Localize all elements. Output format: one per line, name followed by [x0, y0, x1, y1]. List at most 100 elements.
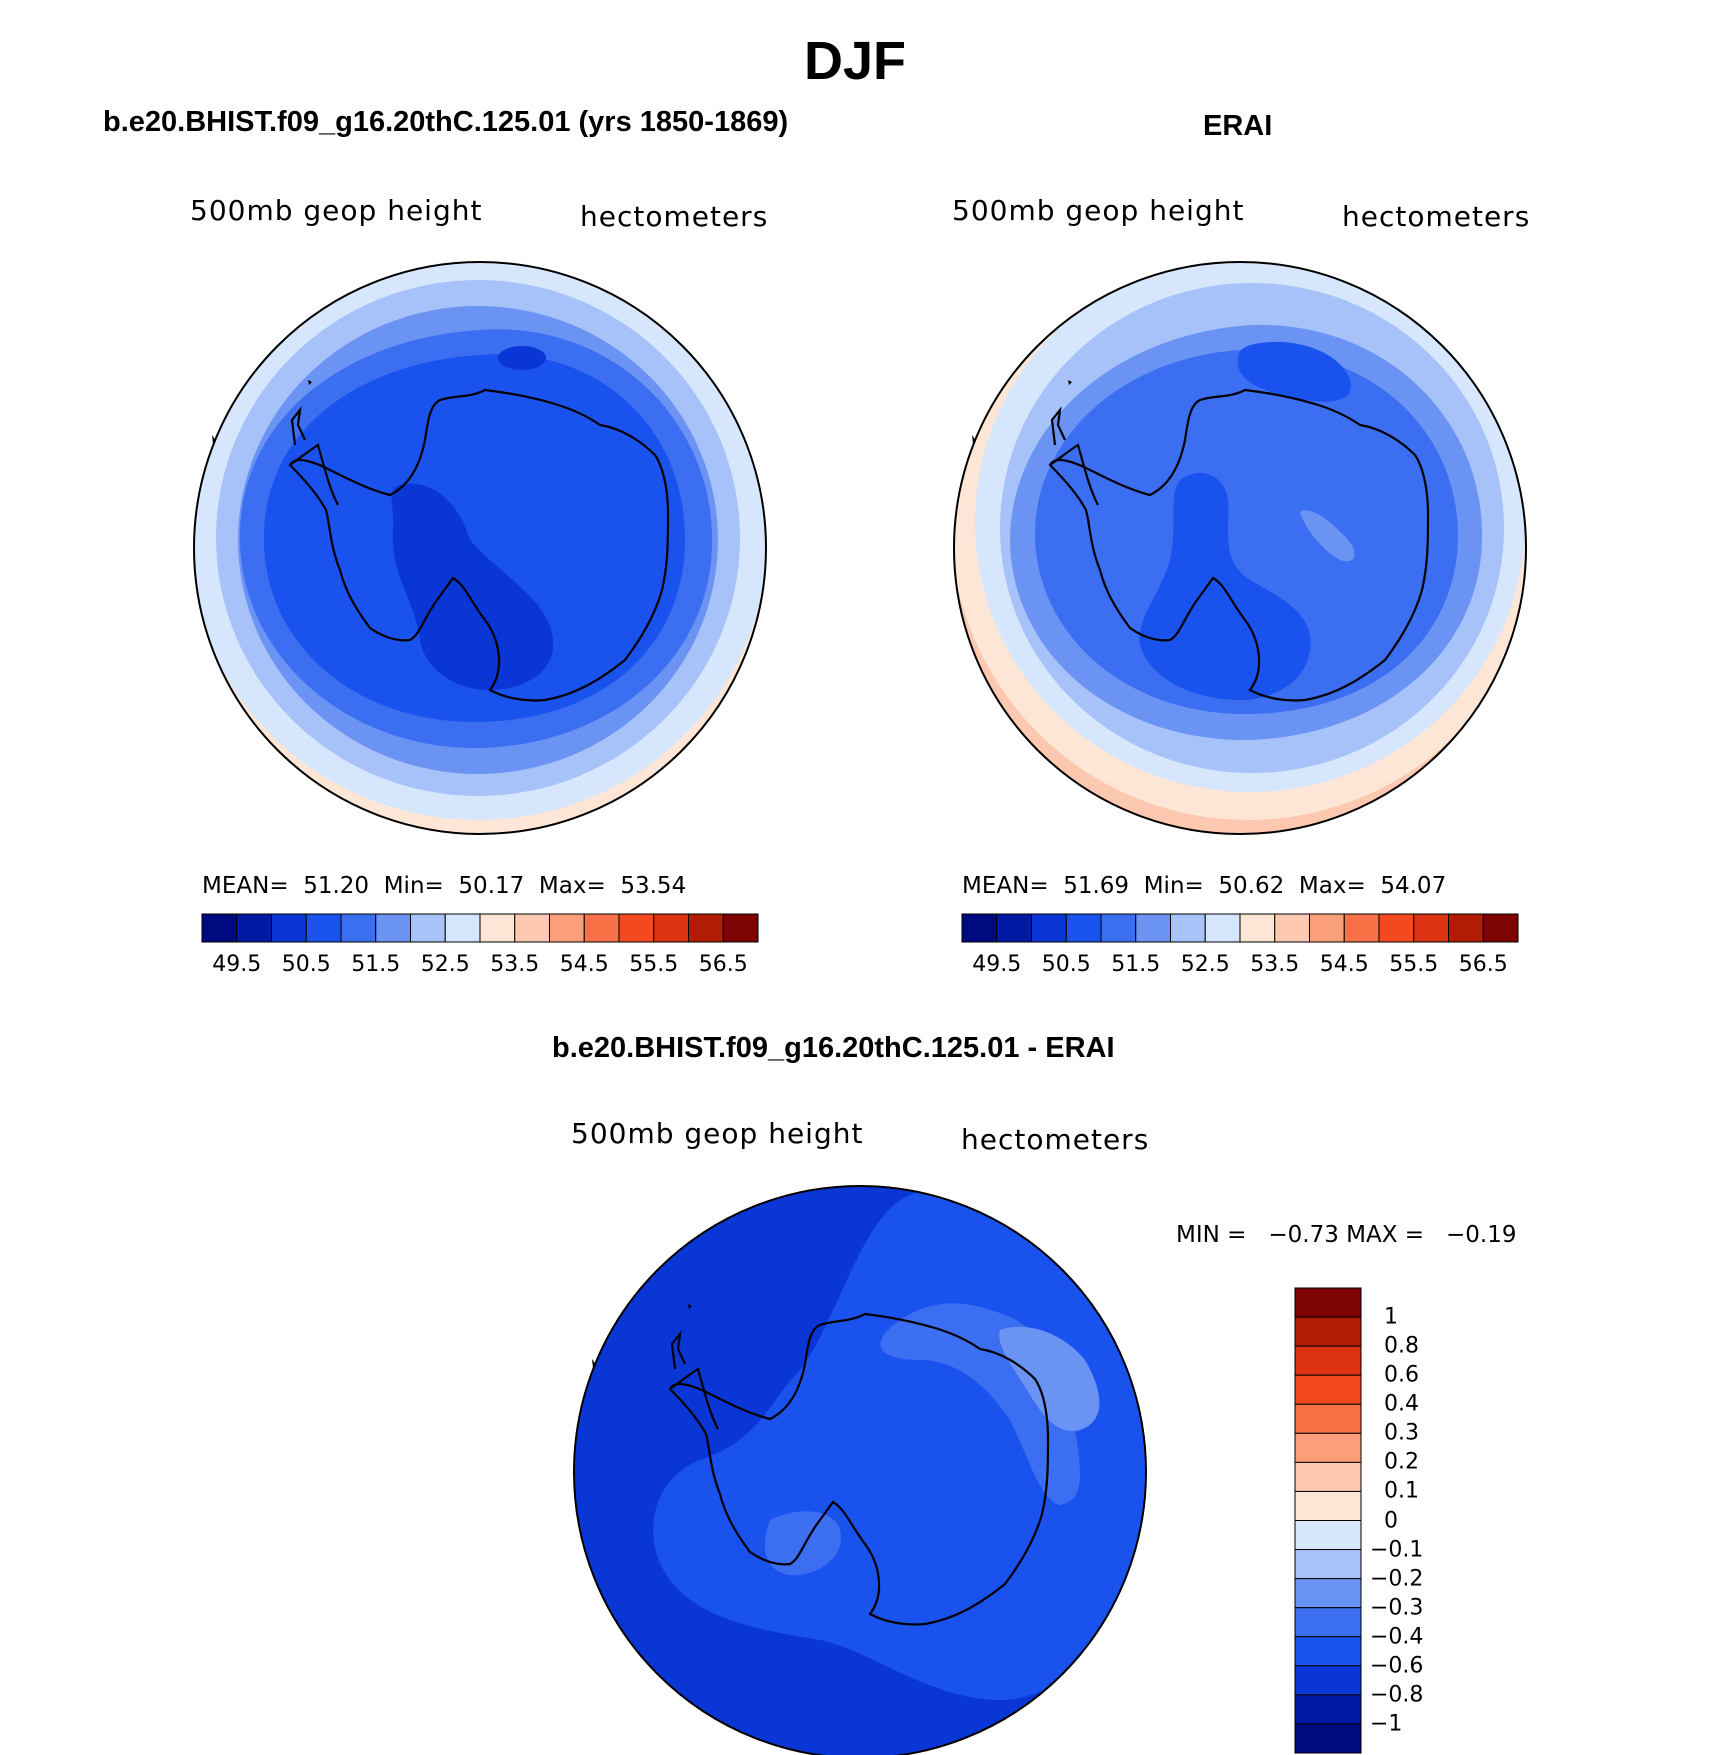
max-value: 53.54 — [620, 873, 687, 899]
panel-title-model: b.e20.BHIST.f09_g16.20thC.125.01 (yrs 18… — [103, 106, 789, 138]
colorbar-swatch — [1448, 913, 1484, 943]
colorbar-tick-label: −0.6 — [1370, 1653, 1424, 1679]
colorbar-swatch — [1274, 913, 1310, 943]
antarctica-coastline — [668, 1312, 1050, 1626]
field-band — [1237, 341, 1351, 402]
colorbar-swatch — [1294, 1287, 1362, 1318]
antarctic-peninsula — [289, 406, 339, 506]
colorbar-swatch — [375, 913, 411, 943]
field-band — [239, 329, 713, 749]
max-value: −0.19 — [1446, 1222, 1517, 1248]
antarctica-coastline — [288, 388, 670, 702]
colorbar-swatch — [688, 913, 724, 943]
field-band — [764, 1511, 841, 1576]
colorbar-tick-label: 1 — [1384, 1304, 1398, 1330]
colorbar-tick-label: 49.5 — [212, 952, 262, 977]
colorbar-swatch — [1204, 913, 1241, 943]
colorbar-swatch — [1135, 913, 1171, 943]
field-band — [1009, 324, 1483, 741]
colorbar-swatch — [236, 913, 272, 943]
colorbar-swatch — [1294, 1665, 1362, 1696]
field-band — [653, 1188, 1146, 1700]
colorbar-swatch — [271, 913, 307, 943]
colorbar-swatch — [1239, 913, 1276, 943]
colorbar-swatch — [479, 913, 516, 943]
colorbar-swatch — [1482, 913, 1519, 943]
colorbar-tick-label: 53.5 — [490, 952, 540, 977]
colorbar-tick-label: −0.1 — [1370, 1537, 1424, 1563]
min-value: 50.17 — [458, 873, 525, 899]
colorbar-swatch — [514, 913, 550, 943]
field-band — [1139, 472, 1311, 700]
colorbar-tick-label: 0.6 — [1384, 1362, 1419, 1388]
max-value: 54.07 — [1380, 873, 1447, 899]
colorbar-tick-label: 51.5 — [351, 952, 401, 977]
colorbar-swatch — [1294, 1578, 1362, 1609]
colorbar-tick-label: 0.2 — [1384, 1449, 1419, 1475]
field-band — [954, 262, 1526, 820]
colorbar-swatch — [1309, 913, 1345, 943]
colorbar-tick-label: 52.5 — [420, 952, 470, 977]
field-band — [238, 306, 718, 774]
colorbar-swatch — [444, 913, 481, 943]
colorbar-swatch — [1294, 1723, 1362, 1754]
mean-label: MEAN= — [962, 873, 1049, 899]
colorbar-model — [201, 913, 759, 943]
colorbar-swatch — [1294, 1549, 1362, 1580]
panel-title-erai: ERAI — [1203, 110, 1273, 142]
antarctic-peninsula — [1049, 406, 1099, 506]
colorbar-tick-label: 50.5 — [1041, 952, 1091, 977]
colorbar-tick-label: −0.8 — [1370, 1682, 1424, 1708]
field-band — [1300, 510, 1355, 562]
colorbar-tick-label: 53.5 — [1250, 952, 1300, 977]
colorbar-tick-label: 55.5 — [629, 952, 679, 977]
min-label: Min= — [383, 873, 444, 899]
max-label: MAX = — [1346, 1222, 1425, 1248]
colorbar-tick-label: 52.5 — [1180, 952, 1230, 977]
colorbar-diff — [1294, 1287, 1362, 1754]
colorbar-tick-label: 56.5 — [1458, 952, 1508, 977]
variable-label-erai: 500mb geop height — [952, 194, 1245, 227]
mean-label: MEAN= — [202, 873, 289, 899]
mean-value: 51.69 — [1063, 873, 1130, 899]
colorbar-swatch — [618, 913, 655, 943]
colorbar-swatch — [410, 913, 446, 943]
colorbar-tick-label: 0.1 — [1384, 1478, 1419, 1504]
colorbar-swatch — [549, 913, 585, 943]
field-band — [975, 262, 1525, 792]
antarctica-coastline — [1048, 388, 1430, 702]
colorbar-tick-label: 50.5 — [281, 952, 331, 977]
colorbar-tick-label: 0.4 — [1384, 1391, 1419, 1417]
colorbar-erai — [961, 913, 1519, 943]
colorbar-tick-label: 54.5 — [559, 952, 609, 977]
colorbar-tick-label: 49.5 — [972, 952, 1022, 977]
colorbar-tick-label: −1 — [1370, 1711, 1403, 1737]
field-band — [194, 262, 766, 834]
colorbar-swatch — [340, 913, 377, 943]
units-label-model: hectometers — [580, 200, 769, 233]
colorbar-tick-label: 55.5 — [1389, 952, 1439, 977]
min-label: Min= — [1143, 873, 1204, 899]
colorbar-swatch — [1343, 913, 1380, 943]
field-band — [954, 262, 1526, 834]
min-value: −0.73 — [1268, 1222, 1339, 1248]
island-outline — [972, 380, 1072, 444]
colorbar-swatch — [1294, 1461, 1362, 1492]
colorbar-swatch — [1294, 1432, 1362, 1463]
colorbar-tick-label: 0.8 — [1384, 1333, 1419, 1359]
colorbar-swatch — [1294, 1694, 1362, 1725]
stats-erai: MEAN= 51.69 Min= 50.62 Max= 54.07 — [962, 873, 1446, 899]
colorbar-swatch — [1294, 1374, 1362, 1405]
colorbar-swatch — [1100, 913, 1137, 943]
field-band — [574, 1186, 1146, 1755]
colorbar-swatch — [722, 913, 759, 943]
variable-label-diff: 500mb geop height — [571, 1117, 864, 1150]
field-band — [216, 280, 740, 796]
colorbar-swatch — [1294, 1316, 1362, 1347]
colorbar-swatch — [961, 913, 998, 943]
stats-diff: MIN = −0.73 MAX = −0.19 — [1176, 1222, 1517, 1248]
field-band — [999, 1326, 1100, 1431]
units-label-diff: hectometers — [961, 1123, 1150, 1156]
colorbar-swatch — [653, 913, 689, 943]
colorbar-swatch — [1294, 1607, 1362, 1638]
